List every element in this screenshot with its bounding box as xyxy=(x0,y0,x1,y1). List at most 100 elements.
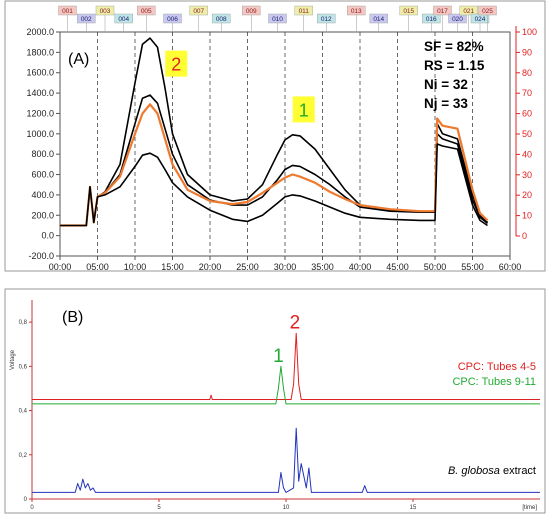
y2-tick-label: 20 xyxy=(522,190,532,200)
y-tick-label: 800.0 xyxy=(31,149,54,159)
tube-marker-label: 016 xyxy=(426,16,437,23)
stat-line: SF = 82% xyxy=(424,39,484,54)
y-tick-label: 1000.0 xyxy=(26,129,54,139)
stat-line: RS = 1.15 xyxy=(424,58,485,73)
tube-marker-label: 024 xyxy=(475,16,486,23)
b-series-line xyxy=(32,427,540,493)
y2-tick-label: 30 xyxy=(522,170,532,180)
tube-marker-label: 004 xyxy=(118,16,129,23)
y-tick-label: 200.0 xyxy=(31,210,54,220)
b-peak-label: 1 xyxy=(273,346,284,367)
y2-tick-label: 70 xyxy=(522,88,532,98)
series-line xyxy=(60,143,488,227)
b-y-tick-label: 0 xyxy=(24,497,28,503)
x-tick-label: 20:00 xyxy=(199,262,222,272)
panel-a-label: (A) xyxy=(68,51,89,68)
tube-marker-label: 014 xyxy=(373,16,384,23)
b-series-line xyxy=(32,365,540,405)
peak-label-box xyxy=(292,96,315,123)
peak-label: 2 xyxy=(171,55,181,75)
y-tick-label: 1600.0 xyxy=(26,68,54,78)
y2-tick-label: 40 xyxy=(522,149,532,159)
x-tick-label: 05:00 xyxy=(86,262,109,272)
b-peak-label: 2 xyxy=(290,313,301,334)
panel-b-y-label: Voltage xyxy=(10,349,16,370)
legend-tubes-4-5: CPC: Tubes 4-5 xyxy=(458,361,536,373)
y-tick-label: 400.0 xyxy=(31,190,54,200)
y2-tick-label: 90 xyxy=(522,47,532,57)
b-x-tick-label: 15 xyxy=(410,505,417,511)
tube-marker-label: 015 xyxy=(403,8,414,15)
y-tick-label: 2000.0 xyxy=(26,27,54,37)
x-tick-label: 40:00 xyxy=(349,262,372,272)
panel-a-stats: SF = 82% RS = 1.15 Ni = 32 Nj = 33 xyxy=(424,39,485,111)
tube-marker-label: 006 xyxy=(167,16,178,23)
b-y-tick-label: 0,6 xyxy=(19,364,28,370)
y2-tick-label: 50 xyxy=(522,129,532,139)
peak-label-box xyxy=(165,50,188,77)
tube-marker-label: 010 xyxy=(272,16,283,23)
panel-b-x-axis: 0 5 10 15 [time] xyxy=(30,499,537,511)
x-tick-label: 60:00 xyxy=(499,262,522,272)
y-tick-label: 600.0 xyxy=(31,170,54,180)
b-series-line xyxy=(32,332,540,400)
tube-marker-label: 013 xyxy=(351,8,362,15)
x-tick-label: 45:00 xyxy=(386,262,409,272)
y2-tick-label: 80 xyxy=(522,68,532,78)
panel-a: 0010020030040050060070080090100110120130… xyxy=(4,0,546,272)
tube-marker-label: 001 xyxy=(62,8,73,15)
tube-marker-label: 020 xyxy=(452,16,463,23)
y-tick-label: -200.0 xyxy=(28,251,54,261)
b-y-tick-label: 0,8 xyxy=(19,320,28,326)
panel-b-series xyxy=(32,332,540,493)
b-x-axis-label: [time] xyxy=(522,505,537,511)
x-tick-label: 25:00 xyxy=(236,262,259,272)
y-tick-label: 1800.0 xyxy=(26,47,54,57)
tube-marker-label: 003 xyxy=(100,8,111,15)
x-tick-label: 50:00 xyxy=(424,262,447,272)
panel-a-y-axis: -200.0 0.0 200.0 400.0 600.0 800.0 1000.0 1200.… xyxy=(26,27,60,261)
b-x-tick-label: 0 xyxy=(30,505,34,511)
tube-marker-label: 009 xyxy=(246,8,257,15)
peak-label: 1 xyxy=(299,100,309,120)
panel-a-series xyxy=(60,37,489,227)
tube-marker-label: 025 xyxy=(482,8,493,15)
panel-a-peak-labels: 21 xyxy=(165,50,315,123)
extract-species: B. globosa xyxy=(448,465,500,477)
stat-line: Ni = 32 xyxy=(424,77,468,92)
extract-word: extract xyxy=(500,465,536,477)
y2-tick-label: 60 xyxy=(522,109,532,119)
b-y-tick-label: 0,2 xyxy=(19,453,28,459)
legend-extract: B. globosa extract xyxy=(448,465,536,477)
tube-marker-label: 017 xyxy=(437,8,448,15)
y-tick-label: 1200.0 xyxy=(26,108,54,118)
b-x-tick-label: 5 xyxy=(157,505,161,511)
b-x-tick-label: 10 xyxy=(283,505,290,511)
tube-markers: 001 002 003 004 005 006 007 008 009 010 011 012 013 0… xyxy=(58,5,497,32)
tube-marker-label: 005 xyxy=(141,8,152,15)
tube-marker-label: 002 xyxy=(81,16,92,23)
panel-b-y-axis: 0 0,2 0,4 0,6 0,8 xyxy=(19,320,32,503)
panel-b-frame xyxy=(4,288,546,514)
y2-tick-label: 0 xyxy=(522,231,527,241)
y-tick-label: 0.0 xyxy=(41,231,54,241)
y2-tick-label: 10 xyxy=(522,211,532,221)
panel-a-y2-axis: 0 10 20 30 40 50 60 70 80 90 100 xyxy=(515,26,537,241)
panel-b: 0 0,2 0,4 0,6 0,8 0 5 10 15 [time] Voltage 12 (B… xyxy=(4,288,546,514)
y2-tick-label: 100 xyxy=(522,27,537,37)
x-tick-label: 30:00 xyxy=(274,262,297,272)
x-tick-label: 35:00 xyxy=(311,262,334,272)
tube-marker-label: 007 xyxy=(193,8,204,15)
tube-marker-label: 011 xyxy=(299,8,310,15)
y-tick-label: 1400.0 xyxy=(26,88,54,98)
tube-marker-label: 021 xyxy=(463,8,474,15)
b-y-tick-label: 0,4 xyxy=(19,409,28,415)
x-tick-label: 55:00 xyxy=(461,262,484,272)
panel-a-x-axis: 00:00 05:00 10:00 15:00 20:00 25:00 30:00 35:00… xyxy=(49,256,522,272)
panel-b-peak-labels: 12 xyxy=(273,313,300,367)
panel-b-label: (B) xyxy=(62,309,83,326)
x-tick-label: 10:00 xyxy=(124,262,147,272)
x-tick-label: 00:00 xyxy=(49,262,72,272)
tube-marker-label: 012 xyxy=(321,16,332,23)
